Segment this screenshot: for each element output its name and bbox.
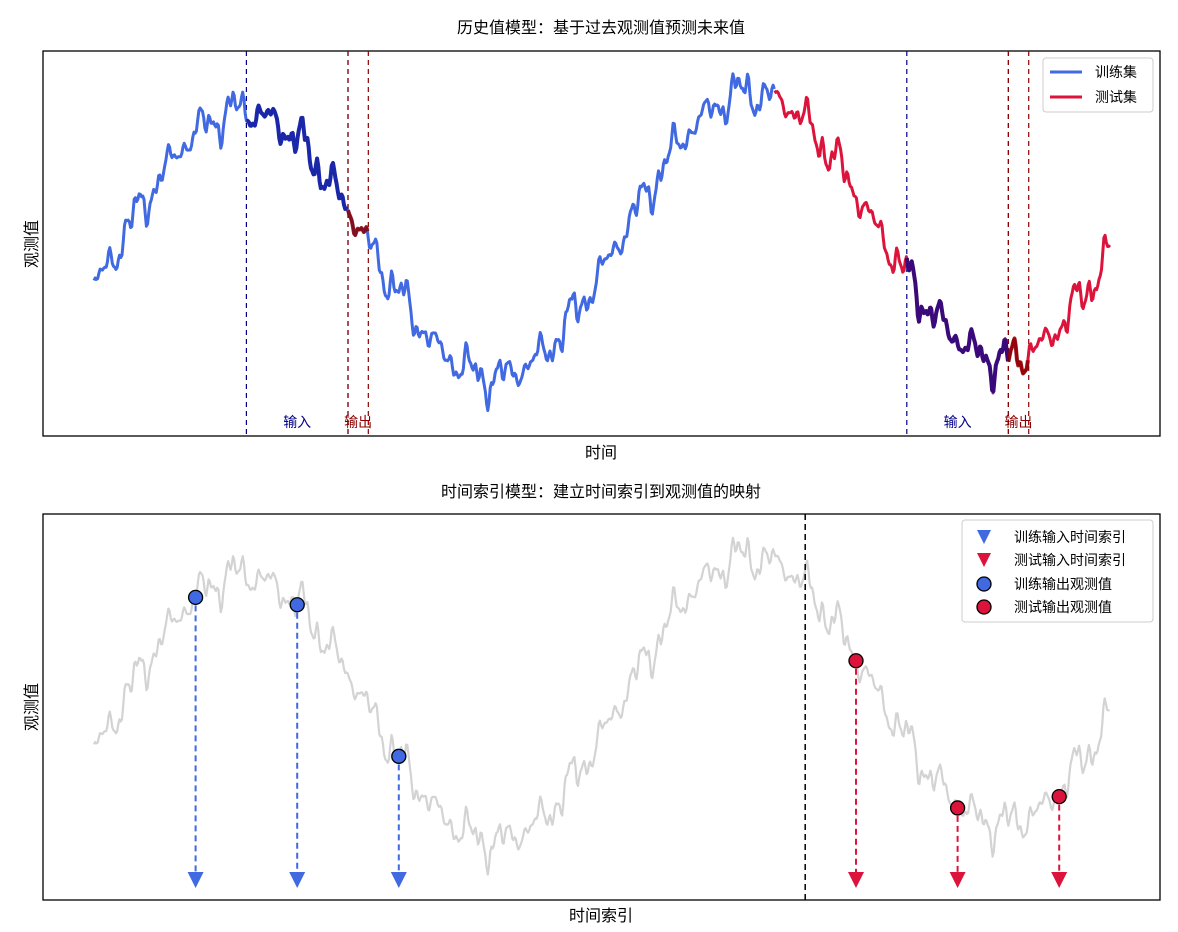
train-series-line xyxy=(92,72,776,412)
train-input-time-index-marker-0 xyxy=(187,872,204,888)
legend-test-input-label: 测试输入时间索引 xyxy=(1014,552,1126,569)
history-model-chart: 历史值模型：基于过去观测值预测未来值 输入 输出 输入 输出 时间 观测值 训练集 测… xyxy=(22,18,1161,462)
window-0-input-label: 输入 xyxy=(283,415,311,431)
legend-train-output-circle-icon xyxy=(976,576,992,592)
window-0-output-segment xyxy=(346,209,370,237)
window-1-input-label: 输入 xyxy=(944,415,972,431)
time-index-background-series xyxy=(93,536,1110,876)
history-plot-area xyxy=(42,50,1161,437)
train-output-observation-point-2 xyxy=(391,748,407,764)
history-window-labels: 输入 输出 输入 输出 xyxy=(283,415,1032,431)
time-index-x-axis-label: 时间索引 xyxy=(569,906,633,925)
time-index-y-axis-label: 观测值 xyxy=(22,683,41,731)
history-chart-title: 历史值模型：基于过去观测值预测未来值 xyxy=(457,18,745,37)
window-0-output-label: 输出 xyxy=(344,415,372,431)
test-input-time-index-marker-2 xyxy=(1051,872,1068,888)
legend-test-label: 测试集 xyxy=(1095,89,1137,106)
legend-train-output-label: 训练输出观测值 xyxy=(1014,577,1112,593)
time-index-model-chart: 时间索引模型：建立时间索引到观测值的映射 时间索引 观测值 训练输入时间索引 测… xyxy=(22,482,1161,925)
window-1-output-label: 输出 xyxy=(1005,415,1033,431)
train-output-observation-point-0 xyxy=(187,589,204,606)
train-input-time-index-marker-1 xyxy=(289,872,306,888)
legend-train-label: 训练集 xyxy=(1095,64,1137,81)
time-index-legend: 训练输入时间索引 测试输入时间索引 训练输出观测值 测试输出观测值 xyxy=(961,519,1154,623)
history-y-axis-label: 观测值 xyxy=(22,220,41,268)
train-output-observation-point-1 xyxy=(289,597,305,613)
legend-test-output-label: 测试输出观测值 xyxy=(1014,600,1112,616)
time-index-points xyxy=(187,589,1068,888)
time-index-legend-box xyxy=(961,519,1154,623)
window-0-input-segment xyxy=(245,103,349,211)
history-x-axis-label: 时间 xyxy=(585,443,617,462)
window-1-output-segment xyxy=(1006,336,1030,376)
legend-test-input-triangle-icon xyxy=(977,553,991,567)
legend-train-input-label: 训练输入时间索引 xyxy=(1014,529,1126,546)
history-legend: 训练集 测试集 xyxy=(1042,57,1154,113)
test-output-observation-point-2 xyxy=(1051,788,1067,805)
time-index-chart-title: 时间索引模型：建立时间索引到观测值的映射 xyxy=(441,482,761,501)
test-input-time-index-marker-1 xyxy=(949,872,966,888)
test-input-time-index-marker-0 xyxy=(848,872,864,888)
window-1-input-segment xyxy=(904,257,1010,394)
history-series-lines xyxy=(92,72,1112,412)
test-output-observation-point-1 xyxy=(949,800,966,816)
legend-train-input-triangle-icon xyxy=(977,530,991,544)
legend-test-output-circle-icon xyxy=(976,599,992,615)
background-series-line xyxy=(93,536,1110,876)
train-input-time-index-marker-2 xyxy=(390,872,407,888)
test-output-observation-point-0 xyxy=(848,653,864,669)
